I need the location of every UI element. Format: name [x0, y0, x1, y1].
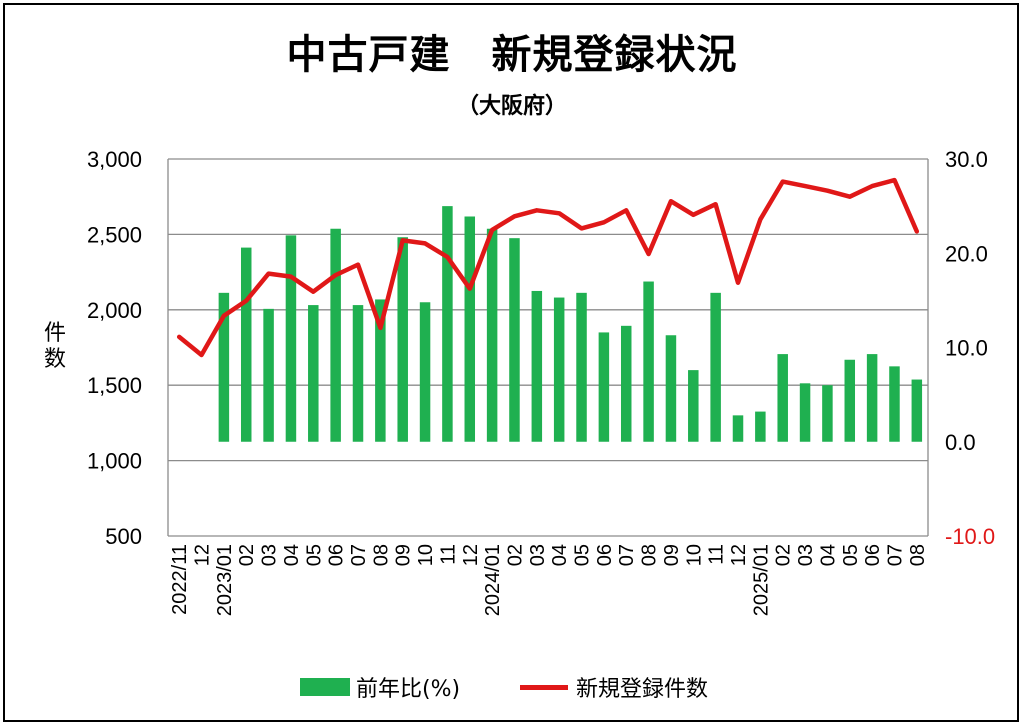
bar — [442, 206, 453, 442]
bar — [486, 228, 498, 442]
bar — [218, 292, 230, 442]
bar — [643, 281, 654, 442]
x-tick-label: 06 — [594, 544, 616, 566]
bar — [844, 359, 856, 442]
bar — [822, 385, 833, 442]
left-tick-label: 2,500 — [87, 222, 142, 247]
x-tick-label: 03 — [527, 544, 549, 566]
right-tick-label: 10.0 — [945, 336, 988, 361]
x-tick-label: 06 — [326, 544, 348, 566]
line-series — [176, 177, 920, 358]
left-tick-label: 500 — [105, 524, 142, 549]
x-tick-label: 08 — [639, 544, 661, 566]
bar — [665, 335, 677, 442]
left-tick-label: 2,000 — [87, 298, 142, 323]
legend-label-yoy: 前年比(%) — [356, 677, 461, 702]
legend-swatch-bar — [300, 678, 350, 696]
axis-labels: 500 1,000 1,500 2,000 2,500 3,000 -10.0 0.0 10.0… — [44, 147, 995, 616]
left-axis-title-char: 数 — [44, 347, 66, 372]
bar — [419, 302, 431, 442]
chart-title: 中古戸建 新規登録状況 — [286, 32, 738, 78]
x-tick-label: 04 — [549, 544, 571, 566]
bar — [240, 247, 252, 442]
chart-subtitle: （大阪府） — [456, 94, 567, 119]
x-tick-label: 12 — [728, 544, 750, 566]
x-tick-label: 02 — [504, 544, 526, 566]
x-tick-label: 07 — [884, 544, 906, 566]
x-tick-label: 07 — [348, 544, 370, 566]
bar — [732, 415, 744, 442]
legend-item-listings: 新規登録件数 — [520, 672, 708, 702]
x-tick-label: 06 — [862, 544, 884, 566]
bar — [531, 290, 543, 442]
bar — [777, 354, 788, 442]
x-tick-label: 09 — [661, 544, 683, 566]
axes — [167, 159, 929, 537]
x-tick-label: 10 — [683, 544, 705, 566]
x-tick-label: 2025/01 — [750, 544, 772, 616]
x-tick-label: 02 — [773, 544, 795, 566]
legend-swatch-line — [520, 684, 568, 690]
right-tick-label: -10.0 — [945, 524, 995, 549]
x-tick-label: 08 — [370, 544, 392, 566]
bar — [375, 299, 386, 442]
bar — [889, 366, 900, 442]
x-tick-label: 2024/01 — [482, 544, 504, 616]
x-tick-label: 2022/11 — [169, 544, 191, 615]
x-tick-label: 09 — [393, 544, 415, 566]
x-tick-label: 04 — [281, 544, 303, 566]
x-tick-label: 05 — [303, 544, 325, 566]
legend-item-yoy: 前年比(%) — [300, 672, 460, 702]
x-tick-label: 07 — [616, 544, 638, 566]
bar-series — [218, 206, 923, 442]
left-axis-title-char: 件 — [44, 321, 66, 346]
x-tick-label: 03 — [795, 544, 817, 566]
x-tick-label: 2023/01 — [214, 544, 236, 616]
bar — [553, 297, 565, 442]
legend-label-listings: 新規登録件数 — [576, 677, 709, 702]
bar — [755, 411, 766, 442]
x-tick-label: 02 — [236, 544, 258, 566]
bar — [799, 383, 811, 442]
bar — [620, 325, 632, 442]
bar — [308, 305, 319, 442]
bar — [330, 228, 341, 442]
x-tick-label: 11 — [437, 544, 459, 565]
bar — [688, 370, 699, 442]
grid-lines — [168, 158, 928, 462]
x-tick-label: 12 — [460, 544, 482, 566]
x-tick-label: 12 — [192, 544, 214, 566]
bar — [509, 238, 520, 442]
x-tick-label: 05 — [840, 544, 862, 566]
bar — [397, 237, 408, 442]
bar — [866, 354, 878, 442]
bar — [911, 379, 923, 442]
left-tick-label: 1,500 — [87, 373, 142, 398]
bar — [576, 292, 587, 442]
bar — [263, 308, 274, 442]
left-tick-label: 3,000 — [87, 147, 142, 172]
x-tick-label: 03 — [259, 544, 281, 566]
left-tick-label: 1,000 — [87, 449, 142, 474]
bar — [285, 235, 297, 442]
right-tick-label: 30.0 — [945, 147, 988, 172]
bar — [710, 292, 721, 442]
bar — [598, 332, 610, 442]
x-tick-label: 08 — [907, 544, 929, 566]
x-tick-label: 11 — [706, 544, 728, 565]
right-tick-label: 20.0 — [945, 241, 988, 266]
right-tick-label: 0.0 — [945, 430, 976, 455]
bar — [464, 216, 476, 442]
listings-line — [176, 177, 920, 358]
x-tick-label: 05 — [572, 544, 594, 566]
bar — [352, 305, 364, 442]
x-tick-label: 10 — [415, 544, 437, 566]
x-tick-label: 04 — [817, 544, 839, 566]
